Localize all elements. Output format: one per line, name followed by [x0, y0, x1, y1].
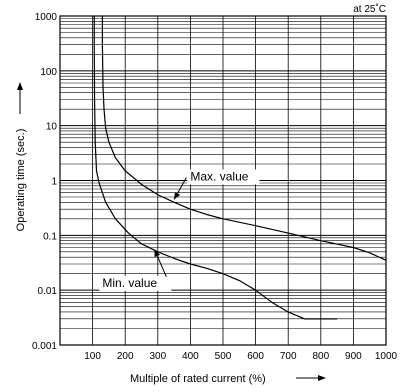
y-tick-label: 1000 [35, 12, 58, 23]
y-tick-label: 10 [46, 122, 58, 133]
y-tick-label: 0.001 [32, 341, 57, 352]
x-tick-label: 500 [215, 351, 232, 362]
curves [93, 16, 387, 320]
y-tick-label: 100 [40, 67, 57, 78]
series-line-min [93, 16, 338, 320]
x-tick-label: 100 [84, 351, 101, 362]
y-axis-label: Operating time (sec.) [15, 129, 27, 232]
series-line-max [101, 16, 387, 261]
x-tick-label: 300 [149, 351, 166, 362]
x-tick-label: 600 [247, 351, 264, 362]
x-tick-label: 1000 [375, 351, 398, 362]
x-tick-label: 900 [345, 351, 362, 362]
x-tick-label: 200 [117, 351, 134, 362]
annotation-label: Min. value [102, 276, 157, 290]
x-tick-label: 400 [182, 351, 199, 362]
x-tick-label: 800 [312, 351, 329, 362]
y-axis-arrow [17, 82, 23, 114]
annotation-label: Max. value [190, 170, 248, 184]
x-axis-label: Multiple of rated current (%) [130, 373, 266, 385]
plot-frame [59, 15, 387, 346]
x-axis-arrow [296, 375, 326, 381]
annotations: Max. value Min. value [99, 169, 260, 291]
x-tick-label: 700 [280, 351, 297, 362]
y-tick-label: 1 [51, 177, 57, 188]
temperature-note: at 25˚C [353, 3, 386, 15]
annotation-box [187, 169, 260, 185]
annotation-arrowhead [174, 191, 181, 200]
grid [60, 15, 387, 346]
y-tick-label: 0.01 [38, 286, 58, 297]
y-tick-label: 0.1 [43, 231, 57, 242]
annotation-arrowhead [154, 249, 161, 258]
y-tick-labels: 1000 100 10 1 0.1 0.01 0.001 [32, 12, 57, 352]
annotation-box [99, 275, 172, 291]
x-tick-labels: 100 200 300 400 500 600 700 800 900 1000 [84, 351, 397, 362]
